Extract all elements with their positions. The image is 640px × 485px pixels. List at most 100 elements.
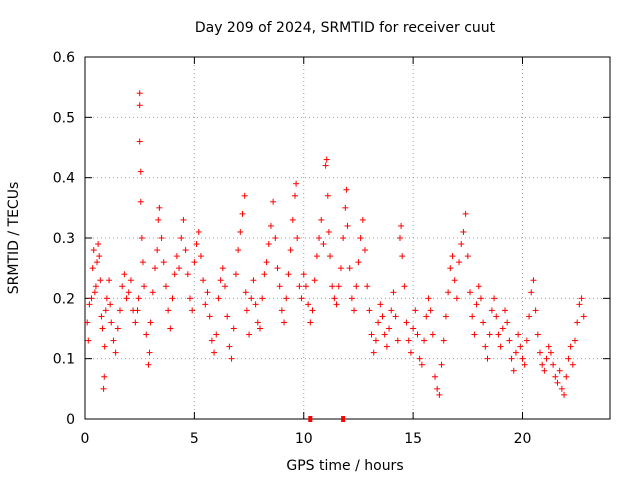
data-point — [226, 343, 233, 350]
data-point — [316, 235, 323, 241]
data-point — [250, 277, 257, 284]
data-point — [182, 247, 189, 254]
data-point — [331, 295, 338, 302]
data-point — [460, 228, 467, 235]
data-point — [119, 283, 126, 290]
data-point — [123, 295, 130, 302]
data-point — [243, 307, 250, 314]
data-point — [545, 343, 552, 350]
data-point — [340, 235, 347, 241]
data-point — [458, 241, 465, 248]
data-point — [399, 253, 406, 260]
x-axis-marker — [308, 416, 313, 422]
data-point — [145, 361, 152, 368]
data-point — [272, 235, 279, 241]
data-point — [394, 337, 401, 344]
data-points — [84, 90, 587, 398]
data-point — [309, 307, 316, 314]
data-point — [519, 355, 526, 362]
data-point — [403, 319, 410, 326]
data-point — [429, 331, 436, 338]
data-point — [401, 283, 408, 290]
data-point — [208, 337, 215, 344]
data-point — [106, 277, 113, 284]
data-point — [300, 271, 307, 278]
data-point — [117, 307, 123, 314]
data-point — [224, 313, 231, 320]
data-point — [276, 283, 283, 290]
data-point — [90, 247, 97, 254]
data-point — [281, 319, 288, 326]
data-point — [191, 259, 198, 266]
data-point — [416, 355, 423, 362]
data-point — [296, 283, 303, 290]
data-point — [149, 289, 156, 296]
data-point — [259, 295, 266, 302]
data-point — [532, 307, 539, 314]
data-point — [405, 337, 412, 344]
data-point — [464, 253, 471, 260]
data-point — [517, 343, 524, 350]
data-point — [333, 301, 340, 308]
data-point — [162, 283, 169, 290]
data-point — [580, 313, 587, 320]
data-point — [137, 168, 144, 175]
data-point — [320, 241, 327, 248]
data-point — [547, 349, 554, 356]
data-point — [112, 349, 119, 356]
data-point — [114, 325, 121, 332]
data-point — [165, 307, 172, 314]
gridlines — [85, 57, 610, 419]
data-point — [451, 277, 458, 284]
data-point — [265, 241, 272, 248]
data-point — [239, 210, 246, 217]
data-point — [440, 337, 447, 344]
data-point — [421, 337, 428, 344]
data-point — [96, 253, 103, 260]
data-point — [143, 331, 150, 338]
data-point — [136, 138, 143, 145]
data-point — [398, 222, 405, 229]
data-point — [539, 361, 546, 368]
data-point — [423, 313, 430, 320]
data-point — [136, 90, 143, 97]
data-point — [425, 295, 432, 302]
data-point — [488, 307, 495, 314]
data-point — [92, 283, 99, 290]
data-point — [241, 192, 248, 199]
y-tick-label: 0.3 — [53, 231, 75, 247]
data-point — [97, 277, 104, 284]
data-point — [178, 235, 185, 241]
data-point — [344, 222, 351, 229]
data-point — [135, 295, 142, 302]
data-point — [215, 295, 222, 302]
data-point — [322, 162, 329, 169]
axes: 0 0.1 0.2 0.3 0.4 0.5 0.6 0 5 10 15 20 — [53, 50, 610, 447]
data-point — [473, 301, 480, 308]
data-point — [89, 265, 96, 272]
data-point — [85, 337, 92, 344]
data-point — [558, 385, 565, 392]
data-point — [197, 253, 204, 260]
data-point — [561, 391, 568, 398]
data-point — [569, 361, 576, 368]
data-point — [134, 307, 141, 314]
data-point — [578, 295, 585, 302]
data-point — [392, 313, 399, 320]
data-point — [475, 283, 482, 290]
data-point — [471, 331, 478, 338]
x-tick-label: 5 — [190, 431, 199, 447]
data-point — [388, 307, 395, 314]
data-point — [107, 301, 114, 308]
data-point — [327, 253, 333, 260]
data-point — [184, 271, 191, 278]
data-point — [261, 271, 268, 278]
data-point — [407, 349, 414, 356]
data-point — [447, 265, 454, 272]
data-point — [267, 222, 274, 229]
data-point — [293, 180, 300, 187]
y-tick-label: 0.2 — [53, 291, 75, 307]
data-point — [359, 216, 366, 223]
data-point — [482, 343, 489, 350]
data-point — [495, 331, 502, 338]
